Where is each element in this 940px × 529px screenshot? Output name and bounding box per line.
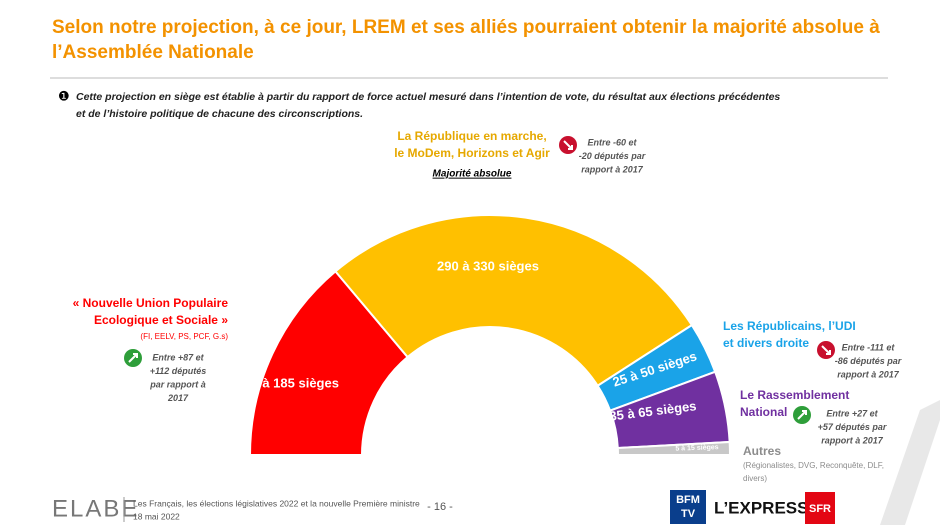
change-note: 2017 [167,393,189,403]
change-note: par rapport à [149,379,206,389]
segment-label: 5 à 15 sièges [675,444,719,453]
party-name: Ecologique et Sociale » [94,313,228,327]
seat-segment [334,214,694,388]
seat-segment [616,440,732,456]
party-detail: (FI, EELV, PS, PCF, G.s) [140,332,228,341]
annotation: Majorité absolue [433,169,512,180]
party-detail: divers) [743,474,767,483]
trend-arrow [128,353,138,363]
change-note: Entre -60 et [587,137,637,147]
logo-box [805,492,835,524]
party-name: « Nouvelle Union Populaire [73,296,229,310]
change-note: +112 députés [150,366,207,376]
change-note: rapport à 2017 [581,164,644,174]
logo-box [670,490,706,524]
change-note: -20 députés par [579,151,646,161]
trend-arrow [821,345,831,355]
note-icon: ❶ [58,88,70,103]
note: et de l’histoire politique de chacune de… [76,108,363,120]
segment-label: 160 à 185 sièges [237,375,339,390]
decoration [880,400,940,525]
seat-segment [248,269,409,456]
change-note: rapport à 2017 [821,435,884,445]
change-note: -86 députés par [835,356,902,366]
party-name: La République en marche, [397,129,546,143]
trend-arrow [797,410,807,420]
note: Cette projection en siège est établie à … [76,91,780,103]
change-note: rapport à 2017 [837,369,900,379]
party-name: Le Rassemblement [740,388,849,402]
party-name: le MoDem, Horizons et Agir [394,146,550,160]
logo: SFR [809,503,831,515]
party-name: et divers droite [723,336,809,350]
brand: ELABE [52,495,139,522]
change-note: Entre -111 et [842,342,896,352]
party-name: Autres [743,444,781,458]
trend-arrow [563,140,573,150]
party-name: National [740,405,787,419]
footer-text: Les Français, les élections législatives… [133,498,420,508]
change-note: Entre +27 et [826,408,878,418]
logo: L’EXPRESS [714,498,808,517]
party-detail: (Régionalistes, DVG, Reconquête, DLF, [743,461,884,470]
logo: BFM [676,494,700,506]
change-note: +57 députés par [818,422,887,432]
change-note: Entre +87 et [152,352,204,362]
party-name: Les Républicains, l’UDI [723,319,856,333]
title: l’Assemblée Nationale [52,42,254,63]
segment-label: 290 à 330 sièges [437,258,539,273]
footer-text: 18 mai 2022 [133,511,180,521]
title: Selon notre projection, à ce jour, LREM … [52,17,880,38]
logo: TV [681,508,696,520]
page-number: - 16 - [427,501,453,513]
